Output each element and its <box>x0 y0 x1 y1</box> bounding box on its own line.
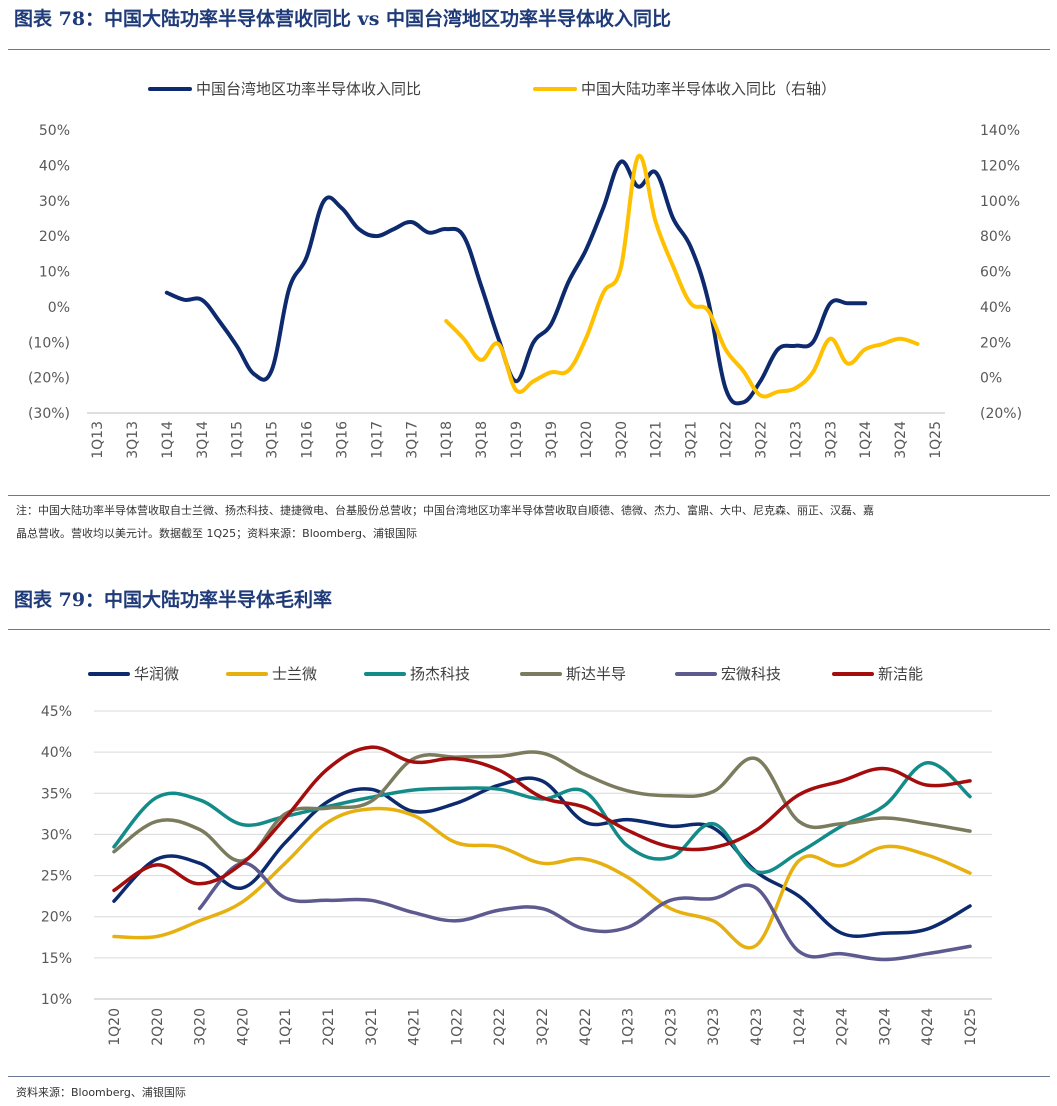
figure-78-bottom-rule <box>8 495 1050 496</box>
y-tick-label: 40% <box>41 745 72 761</box>
x-tick-label: 1Q22 <box>449 1008 465 1046</box>
figure-78-top-rule <box>8 49 1050 50</box>
x-tick-label: 1Q25 <box>928 421 944 459</box>
figure-79-bottom-rule <box>8 1076 1050 1077</box>
legend-label: 扬杰科技 <box>410 665 470 683</box>
legend-label: 华润微 <box>134 665 179 683</box>
series-line <box>112 745 972 893</box>
x-tick-label: 3Q19 <box>544 421 560 459</box>
legend-label: 士兰微 <box>272 665 317 683</box>
x-tick-label: 2Q20 <box>150 1008 166 1046</box>
x-tick-label: 1Q23 <box>788 421 804 459</box>
x-tick-label: 1Q21 <box>649 421 665 459</box>
x-tick-label: 3Q21 <box>684 421 700 459</box>
y-tick-label: 45% <box>41 704 72 720</box>
x-tick-label: 1Q16 <box>300 421 316 459</box>
y-tick-label: 15% <box>41 951 72 967</box>
x-tick-label: 3Q18 <box>474 421 490 459</box>
x-tick-label: 3Q24 <box>877 1008 893 1046</box>
x-tick-label: 1Q17 <box>369 421 385 459</box>
x-tick-label: 3Q21 <box>364 1008 380 1046</box>
x-tick-label: 3Q24 <box>893 421 909 459</box>
y-right-tick-label: 120% <box>980 158 1020 174</box>
y-left-tick-label: (20%) <box>28 371 70 387</box>
y-right-tick-label: 140% <box>980 123 1020 139</box>
x-tick-label: 1Q20 <box>579 421 595 459</box>
y-tick-label: 10% <box>41 992 72 1008</box>
series-line <box>444 153 920 399</box>
legend-label: 新洁能 <box>878 665 923 683</box>
x-tick-label: 3Q16 <box>334 421 350 459</box>
y-tick-label: 35% <box>41 786 72 802</box>
legend-label: 中国台湾地区功率半导体收入同比 <box>196 80 421 98</box>
y-left-tick-label: 20% <box>39 229 70 245</box>
x-tick-label: 2Q21 <box>321 1008 337 1046</box>
y-left-tick-label: 50% <box>39 123 70 139</box>
y-left-tick-label: 0% <box>48 300 70 316</box>
y-right-tick-label: 40% <box>980 300 1011 316</box>
x-tick-label: 1Q13 <box>90 421 106 459</box>
legend-label: 斯达半导 <box>566 665 626 683</box>
figure-79-title: 图表 79：中国大陆功率半导体毛利率 <box>14 589 333 611</box>
x-tick-label: 3Q22 <box>753 421 769 459</box>
y-right-tick-label: (20%) <box>980 406 1022 422</box>
y-left-tick-label: 30% <box>39 194 70 210</box>
figure-78-note-line2: 晶总营收。营收均以美元计。数据截至 1Q25；资料来源：Bloomberg、浦银… <box>16 527 417 540</box>
x-tick-label: 1Q15 <box>230 421 246 459</box>
figure-78-title: 图表 78：中国大陆功率半导体营收同比 vs 中国台湾地区功率半导体收入同比 <box>14 8 672 30</box>
x-tick-label: 1Q14 <box>160 421 176 459</box>
x-tick-label: 3Q20 <box>193 1008 209 1046</box>
x-tick-label: 1Q24 <box>858 421 874 459</box>
y-right-tick-label: 100% <box>980 194 1020 210</box>
legend-label: 中国大陆功率半导体收入同比（右轴） <box>581 80 836 98</box>
y-right-tick-label: 60% <box>980 265 1011 281</box>
series-line <box>112 776 972 939</box>
x-tick-label: 3Q15 <box>265 421 281 459</box>
x-tick-label: 4Q20 <box>235 1008 251 1046</box>
y-tick-label: 20% <box>41 910 72 926</box>
y-left-tick-label: (30%) <box>28 406 70 422</box>
x-tick-label: 2Q22 <box>492 1008 508 1046</box>
x-tick-label: 1Q21 <box>278 1008 294 1046</box>
x-tick-label: 1Q22 <box>719 421 735 459</box>
chart-79: 华润微 士兰微 扬杰科技 斯达半导 宏微科技 新洁能 45% 40% 35% 30% 25% 20% 1… <box>41 665 992 1046</box>
x-tick-label: 4Q23 <box>749 1008 765 1046</box>
x-tick-label: 4Q21 <box>407 1008 423 1046</box>
x-tick-label: 1Q23 <box>621 1008 637 1046</box>
x-tick-label: 1Q24 <box>792 1008 808 1046</box>
y-left-tick-label: 10% <box>39 265 70 281</box>
series-line <box>197 861 972 962</box>
y-right-tick-label: 20% <box>980 335 1011 351</box>
figure-79-source: 资料来源：Bloomberg、浦银国际 <box>16 1086 186 1099</box>
series-line <box>112 806 972 950</box>
x-tick-label: 3Q23 <box>706 1008 722 1046</box>
x-tick-label: 3Q23 <box>823 421 839 459</box>
x-tick-label: 3Q20 <box>614 421 630 459</box>
x-tick-label: 1Q19 <box>509 421 525 459</box>
x-tick-label: 3Q17 <box>404 421 420 459</box>
y-tick-label: 25% <box>41 869 72 885</box>
x-tick-label: 2Q24 <box>835 1008 851 1046</box>
x-tick-label: 3Q13 <box>125 421 141 459</box>
figure-79-top-rule <box>8 629 1050 630</box>
x-tick-label: 3Q14 <box>195 421 211 459</box>
y-left-tick-label: (10%) <box>28 335 70 351</box>
x-tick-label: 4Q24 <box>920 1008 936 1046</box>
y-tick-label: 30% <box>41 827 72 843</box>
y-left-tick-label: 40% <box>39 158 70 174</box>
x-tick-label: 3Q22 <box>535 1008 551 1046</box>
series-line <box>164 159 868 406</box>
series-line <box>112 750 972 863</box>
legend-label: 宏微科技 <box>721 665 781 683</box>
x-tick-label: 2Q23 <box>663 1008 679 1046</box>
x-tick-label: 1Q25 <box>963 1008 979 1046</box>
chart-78: 中国台湾地区功率半导体收入同比 中国大陆功率半导体收入同比（右轴） 50% 40% 30… <box>28 80 1022 459</box>
y-right-tick-label: 80% <box>980 229 1011 245</box>
x-tick-label: 1Q20 <box>107 1008 123 1046</box>
y-right-tick-label: 0% <box>980 371 1002 387</box>
figure-78-note-line1: 注：中国大陆功率半导体营收取自士兰微、扬杰科技、捷捷微电、台基股份总营收；中国台… <box>16 504 874 517</box>
x-tick-label: 4Q22 <box>578 1008 594 1046</box>
x-tick-label: 1Q18 <box>439 421 455 459</box>
